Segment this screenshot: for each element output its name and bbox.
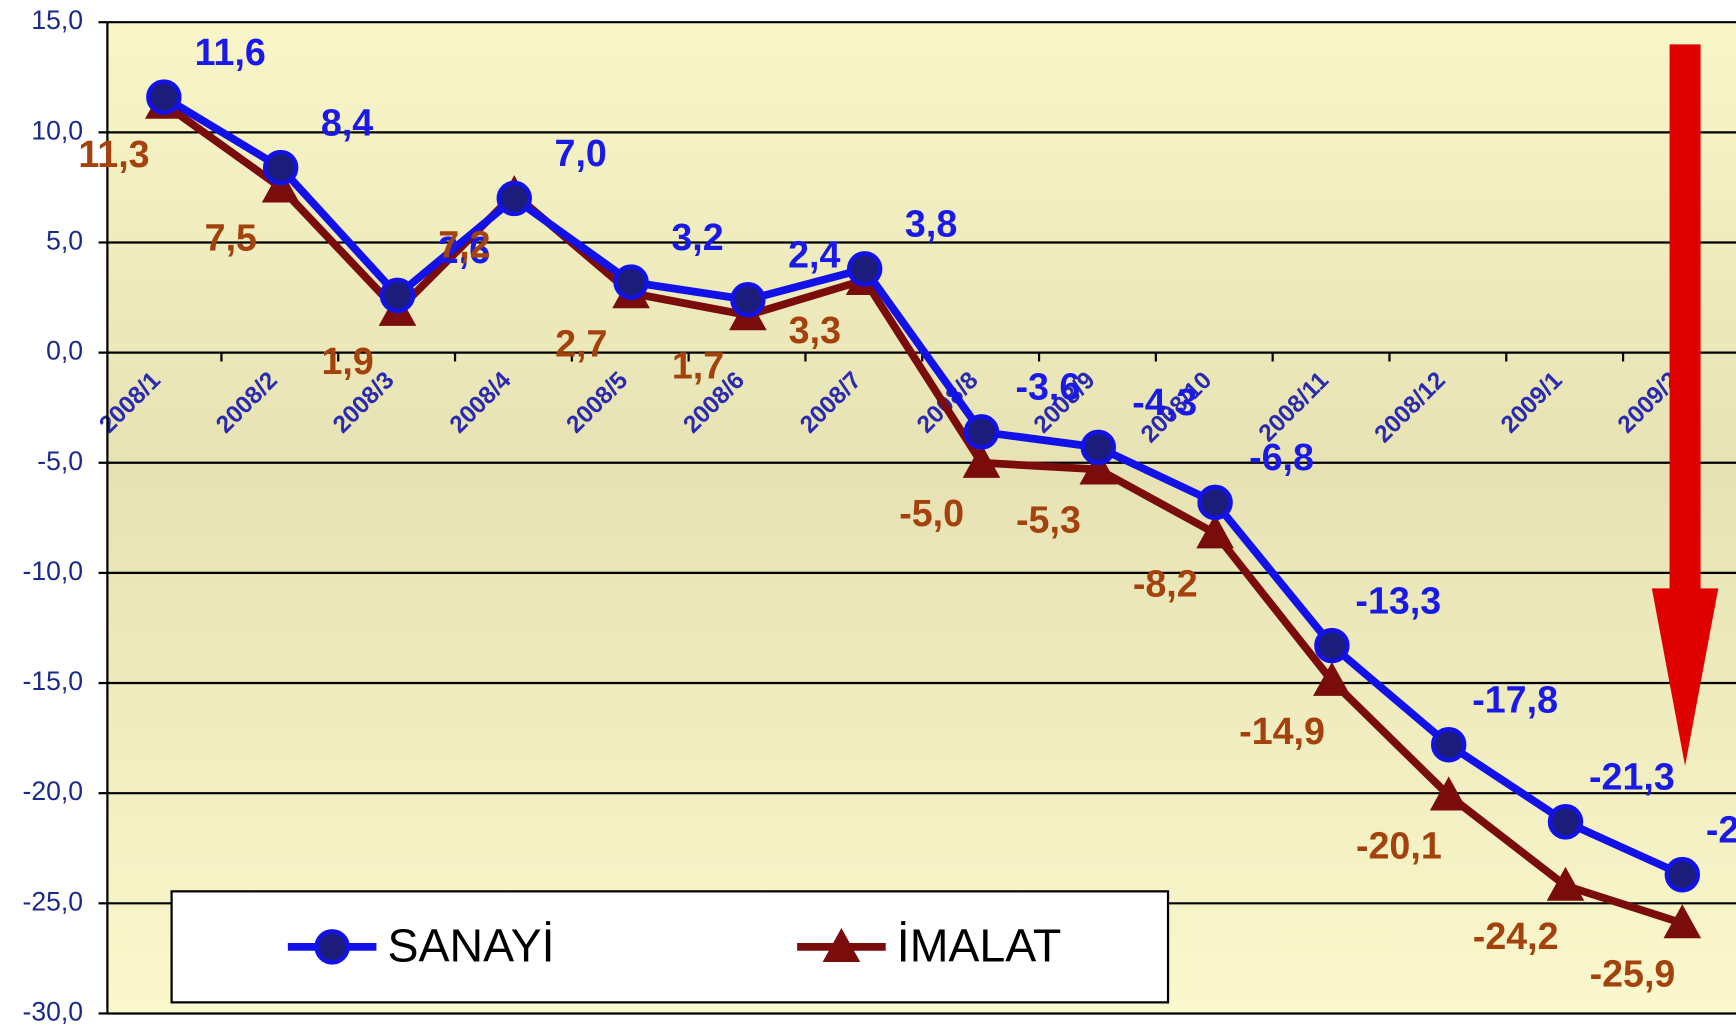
marker: [846, 251, 883, 287]
value-label: 7,0: [555, 132, 607, 174]
line: [161, 100, 1684, 927]
value-label: -21,3: [1589, 756, 1675, 798]
marker: [822, 927, 861, 962]
y-tick-label: -30,0: [22, 996, 83, 1026]
marker: [962, 443, 1001, 478]
marker: [1429, 776, 1468, 811]
value-label: -6,8: [1249, 436, 1314, 478]
y-tick-label: 0,0: [46, 336, 83, 366]
y-tick-label: -15,0: [22, 666, 83, 696]
value-label: 1,7: [672, 344, 724, 386]
value-label: 7,5: [205, 217, 257, 259]
y-tick-label: 5,0: [46, 225, 83, 255]
value-label: -23,7: [1706, 808, 1736, 850]
y-tick-label: -20,0: [22, 776, 83, 806]
value-label: -20,1: [1356, 825, 1442, 867]
marker: [146, 79, 182, 115]
marker: [261, 168, 300, 203]
arrow: [1651, 44, 1719, 766]
marker: [1196, 514, 1234, 549]
marker: [1430, 726, 1467, 763]
marker: [1546, 866, 1585, 901]
value-label: 2,4: [788, 233, 840, 275]
marker: [1664, 856, 1701, 893]
plot-area: [107, 22, 1736, 1014]
value-label: -14,9: [1239, 710, 1325, 752]
value-label: 3,3: [789, 309, 841, 351]
marker: [1080, 429, 1117, 466]
y-tick-label: -10,0: [22, 556, 83, 586]
value-label: -4,3: [1132, 381, 1197, 423]
marker: [1547, 804, 1584, 840]
marker: [613, 264, 649, 300]
value-label: 2,6: [438, 229, 490, 271]
marker: [963, 414, 1000, 450]
y-tick-label: -5,0: [37, 446, 83, 476]
marker: [314, 929, 350, 965]
legend-label: İMALAT: [897, 919, 1061, 971]
value-label: -24,2: [1473, 915, 1559, 957]
marker: [1314, 627, 1350, 664]
value-label: -17,8: [1472, 678, 1558, 720]
value-label: -8,2: [1133, 562, 1198, 604]
value-label: 2,7: [555, 322, 607, 364]
marker: [379, 277, 416, 314]
line: [161, 93, 1684, 879]
marker: [262, 149, 299, 186]
value-label: 11,3: [78, 133, 149, 175]
y-tick-label: -25,0: [22, 886, 83, 916]
value-label: 8,4: [321, 101, 373, 143]
value-label: -13,3: [1355, 579, 1441, 621]
marker: [496, 180, 532, 217]
value-label: 11,6: [195, 31, 266, 73]
value-label: -5,3: [1016, 499, 1081, 541]
marker: [1663, 904, 1702, 939]
marker: [1079, 450, 1118, 485]
value-label: 3,8: [905, 203, 957, 245]
value-label: -3,6: [1015, 366, 1080, 408]
y-tick-label: 10,0: [31, 115, 83, 145]
legend-label: SANAYİ: [388, 919, 555, 971]
marker: [1313, 661, 1351, 696]
y-tick-label: 15,0: [31, 5, 83, 35]
marker: [730, 281, 766, 318]
value-label: 1,9: [321, 340, 373, 382]
value-label: -5,0: [899, 492, 964, 534]
marker: [1197, 484, 1233, 521]
value-label: -25,9: [1590, 952, 1676, 994]
value-label: 7,2: [438, 223, 490, 265]
value-label: 3,2: [671, 216, 723, 258]
